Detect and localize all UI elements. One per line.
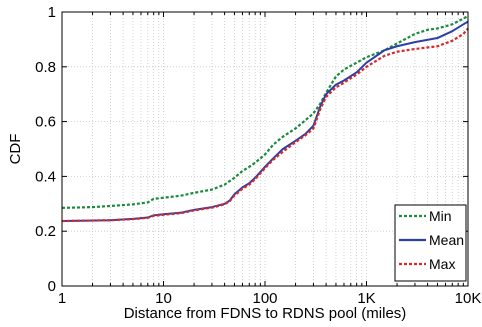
legend-label-min: Min [429, 208, 452, 224]
legend-label-mean: Mean [429, 232, 464, 248]
x-tick-label: 10K [455, 290, 482, 307]
y-tick-label: 1 [48, 4, 56, 21]
y-tick-label: 0.2 [35, 223, 56, 240]
x-tick-label: 1K [357, 290, 375, 307]
x-tick-label: 1 [58, 290, 66, 307]
x-tick-label: 100 [252, 290, 277, 307]
axes: 0 0.2 0.4 0.6 0.8 1 1 10 100 1K 10K [35, 4, 481, 307]
y-tick-label: 0.6 [35, 114, 56, 131]
x-tick-label: 10 [155, 290, 172, 307]
y-tick-label: 0.4 [35, 168, 56, 185]
y-axis-label: CDF [7, 134, 24, 165]
series-line-min [61, 15, 469, 210]
series-layer [61, 15, 469, 223]
x-axis-label: Distance from FDNS to RDNS pool (miles) [124, 305, 407, 322]
legend-label-max: Max [429, 256, 455, 272]
series-line-max [61, 27, 469, 223]
y-tick-label: 0.8 [35, 59, 56, 76]
legend: Min Mean Max [394, 204, 467, 282]
legend-box [394, 204, 467, 282]
y-tick-label: 0 [48, 278, 56, 295]
